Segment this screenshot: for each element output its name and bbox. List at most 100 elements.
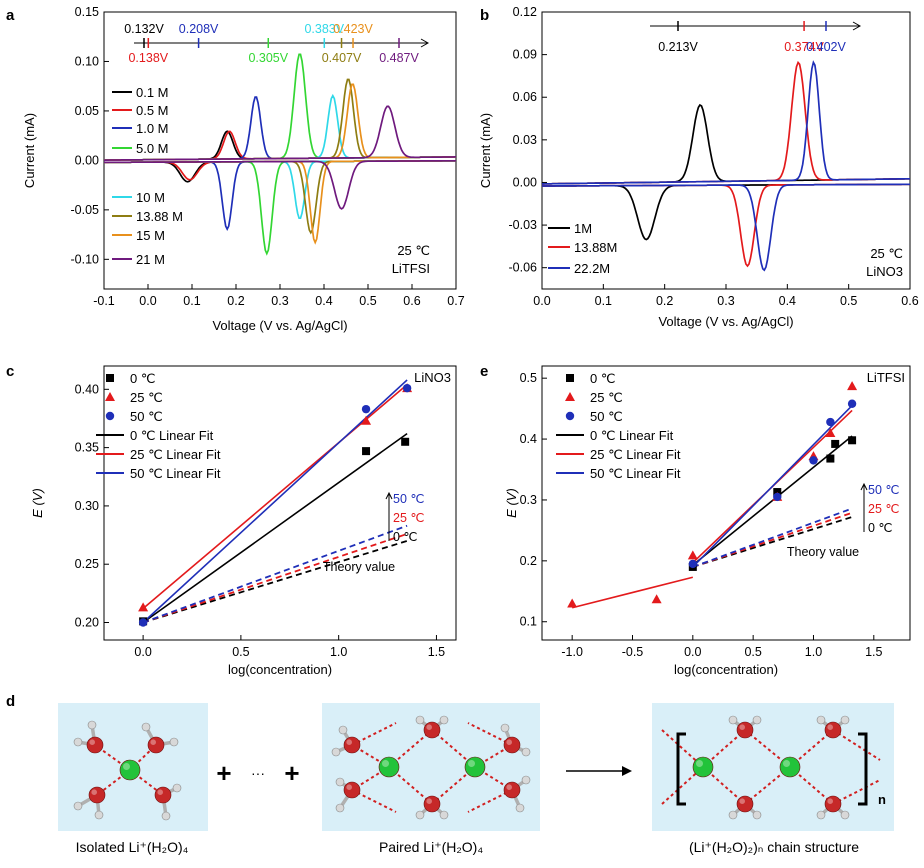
a-series-7-reduction-line — [104, 159, 456, 210]
b-series-0-oxidation-line — [542, 103, 910, 185]
chain-left-bracket — [676, 732, 686, 806]
b-series-1-oxidation-line — [542, 60, 910, 185]
e-xtick-label: 1.5 — [865, 645, 882, 659]
e-point-0-3 — [831, 439, 840, 448]
isolated-water-1-oxygen — [147, 736, 165, 754]
chain-water-top-1-oxygen — [824, 721, 842, 739]
paired-water-outer-1-oxygen-highlight — [346, 784, 353, 790]
chain-water-bottom-0-oxygen-highlight — [739, 798, 745, 804]
a-y-axis-label: Current (mA) — [22, 113, 37, 188]
a-series-0-reduction-line — [104, 159, 456, 183]
chart-b-cyclic-voltammetry-lino3: Current (mA) 0.0 0.1 0.2 0.3 0.4 0.5 0.6 -0.06 -0… — [478, 5, 919, 329]
c-legend-marker-0 — [106, 374, 114, 382]
b-series-0-reduction-line — [542, 183, 910, 241]
e-legend-fit-label-0: 0 ℃ Linear Fit — [590, 428, 674, 443]
c-legend-fit-label-0: 0 ℃ Linear Fit — [130, 428, 214, 443]
isolated-li-water-molecule-model — [73, 720, 182, 821]
e-point-2-2 — [809, 456, 818, 465]
c-point-0-2 — [401, 437, 410, 446]
a-legend-label-6: 15 M — [136, 228, 165, 243]
c-point-2-1 — [361, 404, 371, 414]
b-legend-label-2: 22.2M — [574, 261, 610, 276]
paired-water-outer-0-oxygen — [343, 736, 361, 754]
a-series-7-oxidation-line — [104, 105, 456, 161]
paired-water-top-oxygen — [423, 721, 441, 739]
a-xtick-label: 0.1 — [183, 294, 200, 308]
c-theory-line-0 — [142, 540, 408, 624]
a-arrow-label-top-3: 0.423V — [333, 22, 373, 36]
isolated-water-2-hydrogen-1 — [73, 801, 83, 811]
b-xtick-label: 0.4 — [779, 294, 796, 308]
paired-water-outer-0-oxygen-highlight — [346, 739, 353, 745]
e-legend-label-2: 50 ℃ — [590, 409, 623, 424]
c-fit-line-0 — [142, 432, 408, 624]
c-ytick-label: 0.30 — [75, 499, 99, 513]
a-series-1-reduction-line — [104, 159, 456, 181]
c-legend-fit-label-1: 25 ℃ Linear Fit — [130, 447, 221, 462]
a-ytick-label: 0.00 — [75, 153, 99, 167]
c-legend-marker-2 — [105, 411, 115, 421]
e-point-1-0 — [567, 598, 578, 608]
e-theory-label-0: 50 ℃ — [868, 483, 899, 497]
paired-lithium-2 — [464, 756, 486, 778]
c-theory-line-1 — [142, 533, 408, 624]
a-ytick-label: 0.15 — [75, 5, 99, 19]
chain-lithium-2 — [779, 756, 801, 778]
e-point-1-6 — [847, 381, 858, 391]
isolated-water-0-hydrogen-1 — [73, 737, 83, 747]
chart-e-potential-vs-log-concentration-litfsi: E (V) -1.0 -0.5 0.0 0.5 1.0 1.5 0.1 0.2 0.3 0.4 0.5… — [504, 365, 911, 677]
c-xtick-label: 0.0 — [134, 645, 151, 659]
panel-d-solvation-structures: + ··· + n Isolated Li⁺(H₂O)₄ Paired Li⁺(… — [58, 703, 894, 855]
c-point-0-1 — [362, 447, 371, 456]
b-ytick-label: -0.03 — [509, 218, 538, 232]
b-xtick-label: 0.2 — [656, 294, 673, 308]
c-annotation-salt: LiNO3 — [414, 370, 451, 385]
a-xtick-label: 0.0 — [139, 294, 156, 308]
isolated-water-1-hydrogen-2 — [169, 737, 179, 747]
e-plot-frame — [541, 365, 911, 641]
a-xtick-label: 0.7 — [447, 294, 464, 308]
paired-water-top-hydrogen-1 — [415, 715, 425, 725]
b-potential-arrow-head — [852, 21, 862, 31]
e-legend-fit-label-1: 25 ℃ Linear Fit — [590, 447, 681, 462]
c-theory-label-2: 0 ℃ — [393, 530, 417, 544]
caption-isolated: Isolated Li⁺(H₂O)₄ — [76, 839, 189, 855]
a-arrow-label-top-1: 0.208V — [179, 22, 219, 36]
chain-structure-background — [652, 703, 894, 831]
isolated-water-0-oxygen-highlight — [89, 739, 95, 745]
chain-water-bottom-0-hydrogen-2 — [752, 810, 762, 820]
c-legend-fit-label-2: 50 ℃ Linear Fit — [130, 466, 221, 481]
chain-water-top-0-oxygen-highlight — [739, 724, 745, 730]
paired-water-outer-1-oxygen — [343, 781, 361, 799]
isolated-lithium-highlight — [123, 763, 130, 770]
reaction-arrow-head — [622, 766, 632, 776]
e-ytick-label: 0.3 — [520, 493, 537, 507]
e-xtick-label: 0.0 — [684, 645, 701, 659]
c-theory-caption: Theory value — [323, 560, 395, 574]
a-xtick-label: 0.4 — [315, 294, 332, 308]
c-ytick-label: 0.25 — [75, 557, 99, 571]
e-point-2-0 — [688, 559, 698, 569]
a-legend-label-3: 5.0 M — [136, 141, 169, 156]
c-x-axis-label: log(concentration) — [228, 662, 332, 677]
paired-lithium-2-highlight — [468, 760, 475, 767]
b-series-group — [542, 60, 910, 272]
e-legend-label-1: 25 ℃ — [590, 390, 623, 405]
a-xtick-label: 0.3 — [271, 294, 288, 308]
b-ytick-label: 0.12 — [513, 5, 537, 19]
b-series-2-reduction-line — [542, 183, 910, 272]
e-theory-line-2 — [692, 507, 853, 568]
c-xtick-label: 1.0 — [330, 645, 347, 659]
a-legend-label-0: 0.1 M — [136, 85, 169, 100]
e-fit-line-0 — [692, 435, 853, 566]
e-legend-label-0: 0 ℃ — [590, 371, 615, 386]
a-ytick-label: -0.10 — [71, 252, 100, 266]
b-arrow-label-2: 0.402V — [806, 40, 846, 54]
paired-water-outer-3-hydrogen-2 — [515, 803, 525, 813]
c-point-1-1 — [361, 415, 372, 425]
c-point-1-0 — [138, 602, 149, 612]
chain-water-bottom-0-hydrogen-1 — [728, 810, 738, 820]
panel-label-c: c — [6, 363, 14, 380]
chain-bond-right-bottom — [832, 779, 881, 805]
e-y-axis-label: E (V) — [504, 488, 519, 518]
